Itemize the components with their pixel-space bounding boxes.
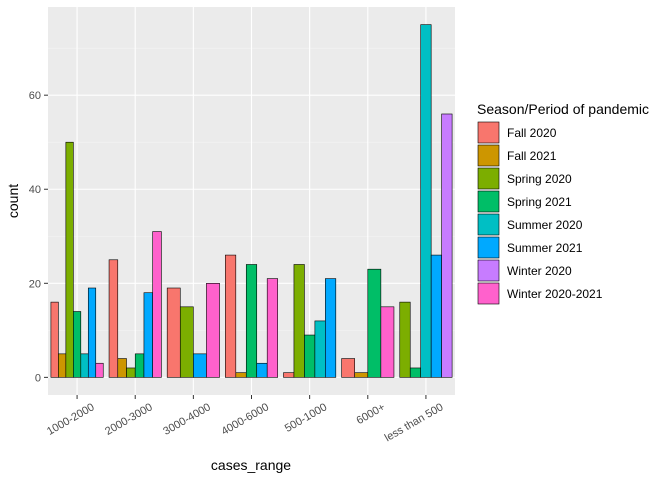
x-tick-label: 4000-6000: [219, 401, 271, 438]
y-tick-label: 0: [35, 372, 41, 384]
x-tick-label: 3000-4000: [161, 401, 213, 438]
bar: [293, 264, 305, 378]
y-tick-label: 60: [29, 90, 41, 102]
bar: [409, 367, 422, 378]
bar: [266, 278, 278, 378]
bar: [256, 362, 268, 378]
legend-label: Winter 2020: [507, 264, 572, 278]
legend-key: [477, 167, 500, 190]
legend-key: [477, 190, 500, 213]
bar: [134, 353, 145, 378]
bar: [235, 372, 247, 378]
bar: [87, 287, 97, 378]
bar: [325, 278, 337, 378]
bar: [430, 254, 442, 378]
y-axis: 0 20 40 60: [29, 90, 48, 384]
bar: [126, 367, 136, 378]
legend-key: [477, 121, 500, 144]
x-axis-title: cases_range: [211, 457, 291, 473]
bar: [50, 301, 59, 378]
bar: [193, 353, 207, 378]
bar: [283, 372, 295, 378]
legend-key: [477, 259, 500, 282]
bar: [380, 306, 395, 378]
legend-label: Fall 2020: [507, 126, 557, 140]
bar: [95, 362, 104, 378]
bar: [58, 353, 67, 378]
legend-label: Summer 2020: [507, 218, 583, 232]
legend-key: [477, 144, 500, 167]
bar: [73, 311, 82, 378]
bar: [341, 358, 355, 378]
bar: [367, 268, 382, 378]
bar: [206, 282, 220, 378]
y-tick-label: 40: [29, 184, 41, 196]
legend-label: Summer 2021: [507, 241, 583, 255]
bar: [399, 301, 411, 378]
bars: [50, 24, 453, 378]
bar: [304, 334, 316, 378]
bar: [179, 306, 194, 378]
bar: [354, 372, 369, 378]
legend-key: [477, 282, 500, 305]
bar: [152, 231, 162, 378]
bar: [245, 264, 258, 378]
bar: [108, 259, 119, 378]
x-tick-label: 2000-3000: [103, 401, 155, 438]
legend-label: Winter 2020-2021: [507, 287, 603, 301]
bar: [225, 254, 237, 378]
legend-title: Season/Period of pandemic: [477, 101, 649, 117]
bar: [166, 287, 181, 378]
bar: [143, 292, 153, 378]
legend: Season/Period of pandemic Fall 2020 Fall …: [477, 101, 649, 305]
bar: [314, 320, 326, 378]
x-tick-label: less than 500: [383, 401, 446, 444]
legend-key: [477, 213, 500, 236]
x-tick-label: 6000+: [355, 401, 388, 427]
bar: [65, 141, 74, 378]
legend-key: [477, 236, 500, 259]
bar: [80, 353, 89, 378]
legend-label: Fall 2021: [507, 149, 557, 163]
legend-label: Spring 2020: [507, 172, 572, 186]
bar: [117, 358, 127, 378]
x-tick-label: 1000-2000: [45, 401, 97, 438]
bar: [420, 24, 432, 378]
y-axis-title: count: [5, 184, 21, 218]
y-tick-label: 20: [29, 278, 41, 290]
x-tick-label: 500-1000: [283, 401, 329, 435]
x-axis: 1000-2000 2000-3000 3000-4000 4000-6000 500-…: [45, 395, 445, 444]
legend-label: Spring 2021: [507, 195, 572, 209]
bar: [441, 113, 453, 378]
